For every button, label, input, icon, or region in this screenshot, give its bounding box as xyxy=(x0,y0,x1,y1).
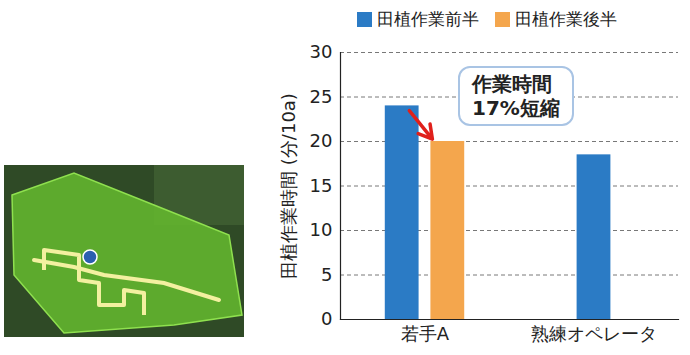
svg-text:0: 0 xyxy=(321,308,332,329)
html-text:作業時間 17%短縮: 作業時間 17%短縮 xyxy=(472,72,560,120)
svg-text:15: 15 xyxy=(310,175,333,196)
svg-text:熟練オペレータ: 熟練オペレータ xyxy=(531,323,657,344)
svg-text:25: 25 xyxy=(310,86,333,107)
svg-text:20: 20 xyxy=(310,130,333,151)
svg-text:田植作業時間 (分/10a): 田植作業時間 (分/10a) xyxy=(278,93,299,279)
svg-text:30: 30 xyxy=(310,41,333,62)
html-text:田植作業前半: 田植作業前半 xyxy=(377,8,479,29)
svg-text:10: 10 xyxy=(310,219,333,240)
svg-text:5: 5 xyxy=(321,264,332,285)
svg-text:若手A: 若手A xyxy=(401,323,450,344)
html-text:田植作業後半: 田植作業後半 xyxy=(515,8,617,29)
